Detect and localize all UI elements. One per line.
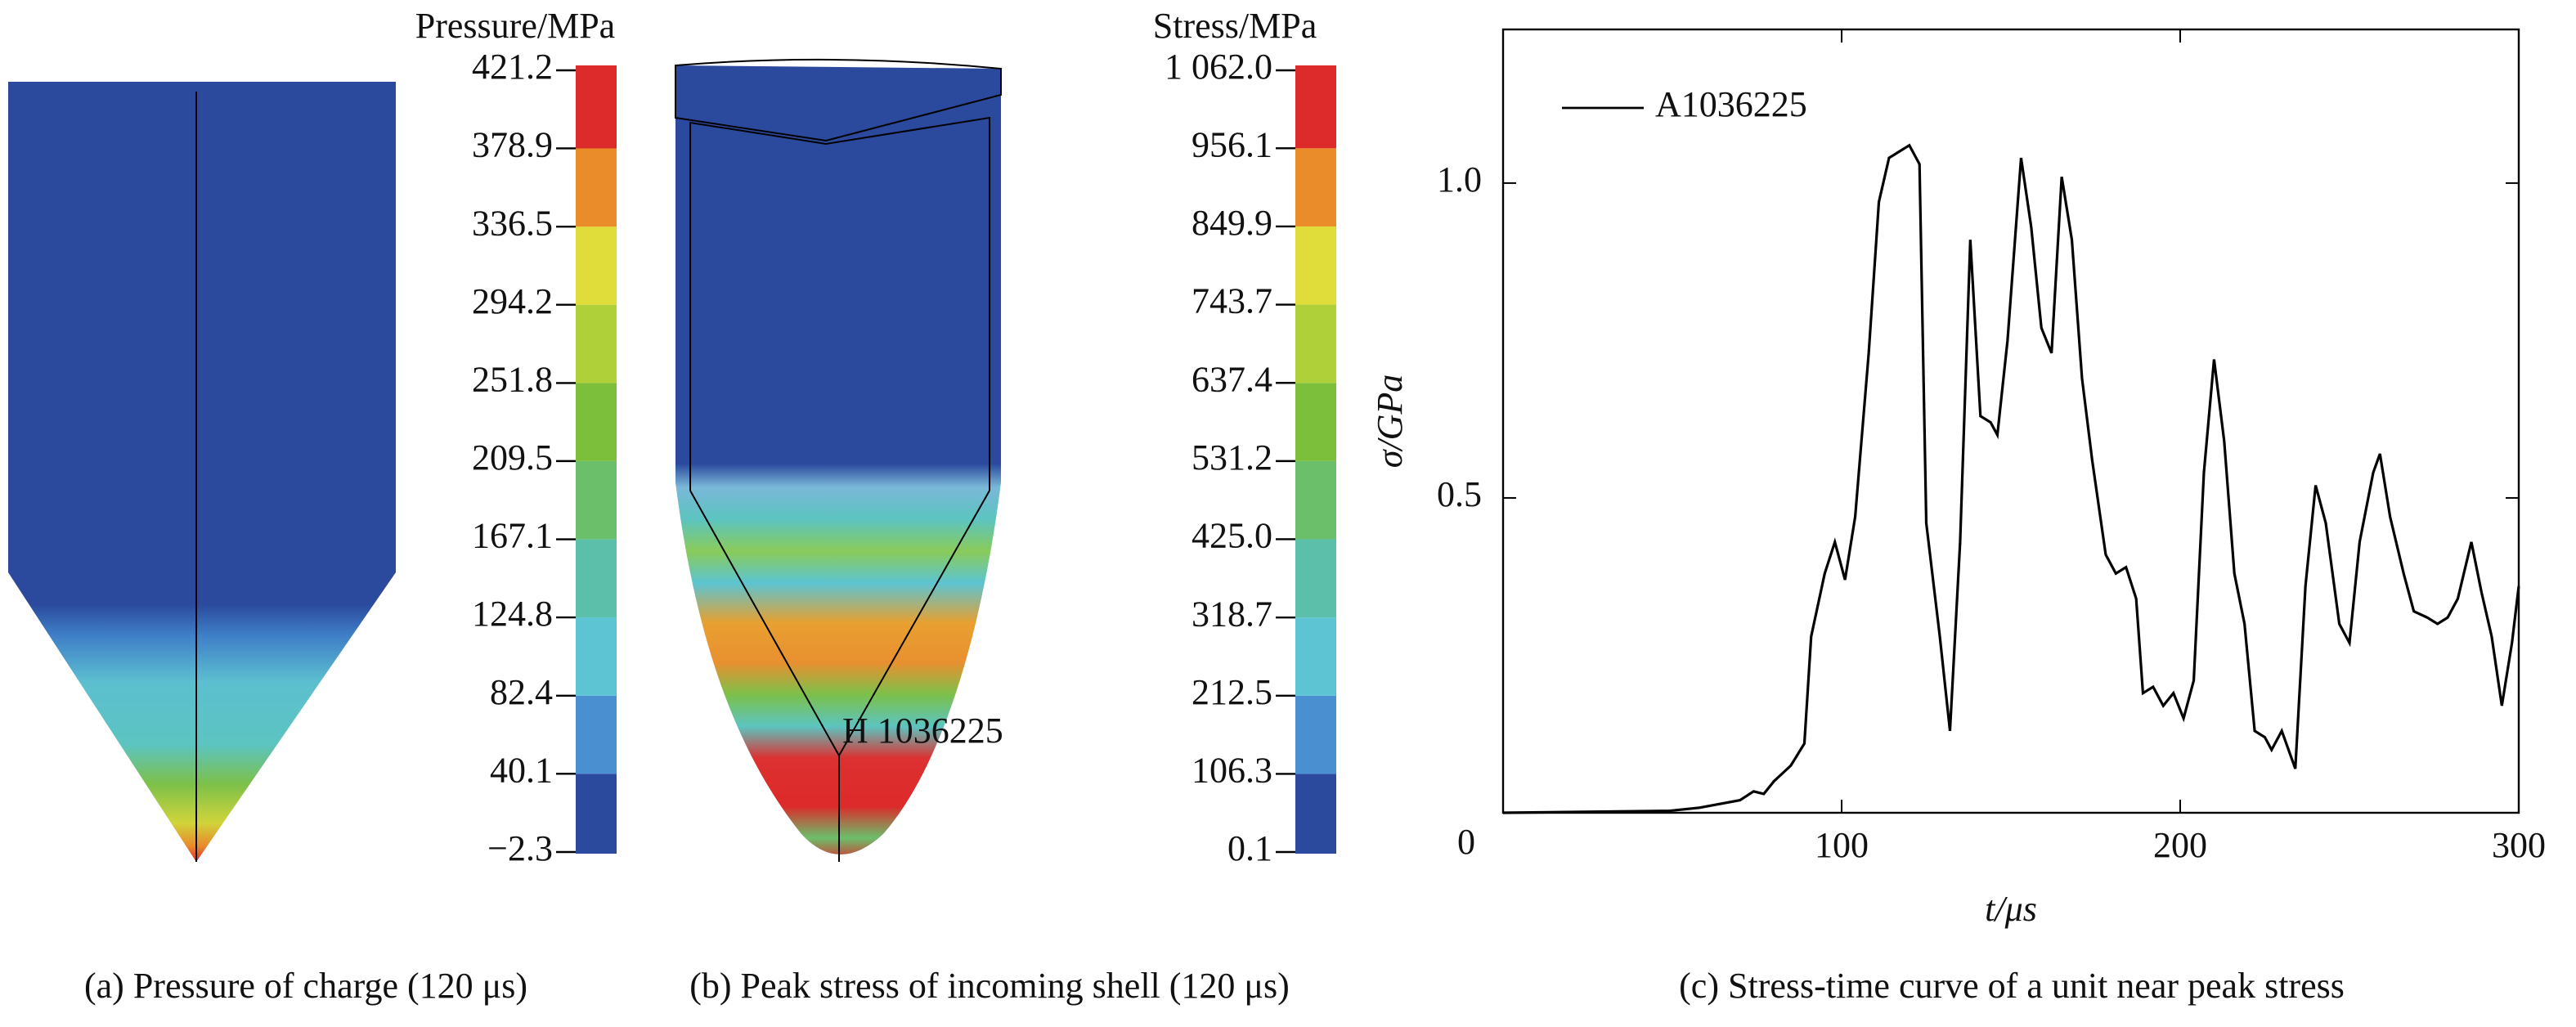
color-band	[576, 539, 617, 618]
tick-label: 82.4	[490, 672, 553, 712]
color-band	[1295, 617, 1336, 696]
tick-label: 212.5	[1192, 672, 1272, 712]
legend-label: A1036225	[1655, 84, 1807, 124]
y-tick-label: 0.5	[1437, 474, 1482, 514]
tick-label: 849.9	[1192, 203, 1272, 243]
tick-label: 209.5	[472, 437, 553, 478]
y-tick-label: 0	[1457, 822, 1475, 862]
plot-frame	[1501, 28, 2520, 814]
tick-label: 167.1	[472, 516, 553, 556]
color-band	[1295, 304, 1336, 383]
tick-label: 294.2	[472, 281, 553, 321]
tick-label: 336.5	[472, 203, 553, 243]
y-tick-label: 1.0	[1437, 159, 1482, 200]
series-line	[1502, 143, 2520, 814]
color-band	[576, 383, 617, 461]
color-band	[576, 460, 617, 540]
tick-label: 378.9	[472, 125, 553, 165]
tick-label: 531.2	[1192, 437, 1272, 478]
x-tick-label: 200	[2153, 825, 2207, 865]
tick-label: 106.3	[1192, 750, 1272, 790]
caption: (b) Peak stress of incoming shell (120 μ…	[689, 966, 1290, 1006]
tick-label: −2.3	[487, 828, 553, 868]
x-tick-label: 300	[2492, 825, 2546, 865]
color-band	[1295, 695, 1336, 774]
color-band	[576, 226, 617, 305]
caption: (a) Pressure of charge (120 μs)	[84, 966, 527, 1006]
tick-label: 40.1	[490, 750, 553, 790]
annotation: H 1036225	[842, 711, 1003, 751]
color-band	[1295, 539, 1336, 618]
color-band	[576, 148, 617, 227]
tick-label: 425.0	[1192, 516, 1272, 556]
color-band	[576, 774, 617, 854]
colorbar-title: Stress/MPa	[1153, 6, 1317, 46]
color-band	[1295, 383, 1336, 461]
tick-label: 318.7	[1192, 594, 1272, 634]
color-band	[576, 617, 617, 696]
x-axis-label: t/μs	[1985, 889, 2037, 929]
color-band	[576, 304, 617, 383]
caption: (c) Stress-time curve of a unit near pea…	[1679, 966, 2345, 1006]
color-band	[576, 65, 617, 149]
y-axis-label: σ/GPa	[1370, 374, 1410, 469]
tick-label: 743.7	[1192, 281, 1272, 321]
shell-model	[675, 58, 1002, 862]
charge-model	[8, 82, 396, 862]
tick-label: 1 062.0	[1165, 47, 1272, 87]
tick-label: 637.4	[1192, 359, 1272, 399]
x-tick-label: 100	[1815, 825, 1869, 865]
tick-label: 251.8	[472, 359, 553, 399]
color-band	[1295, 65, 1336, 149]
color-band	[1295, 148, 1336, 226]
color-band	[1295, 460, 1336, 540]
tick-label: 956.1	[1192, 124, 1272, 164]
tick-label: 0.1	[1227, 828, 1272, 868]
tick-label: 421.2	[472, 47, 553, 87]
color-band	[1295, 774, 1336, 854]
color-band	[576, 695, 617, 774]
color-band	[1295, 226, 1336, 305]
colorbar-title: Pressure/MPa	[415, 6, 615, 46]
tick-label: 124.8	[472, 594, 553, 634]
